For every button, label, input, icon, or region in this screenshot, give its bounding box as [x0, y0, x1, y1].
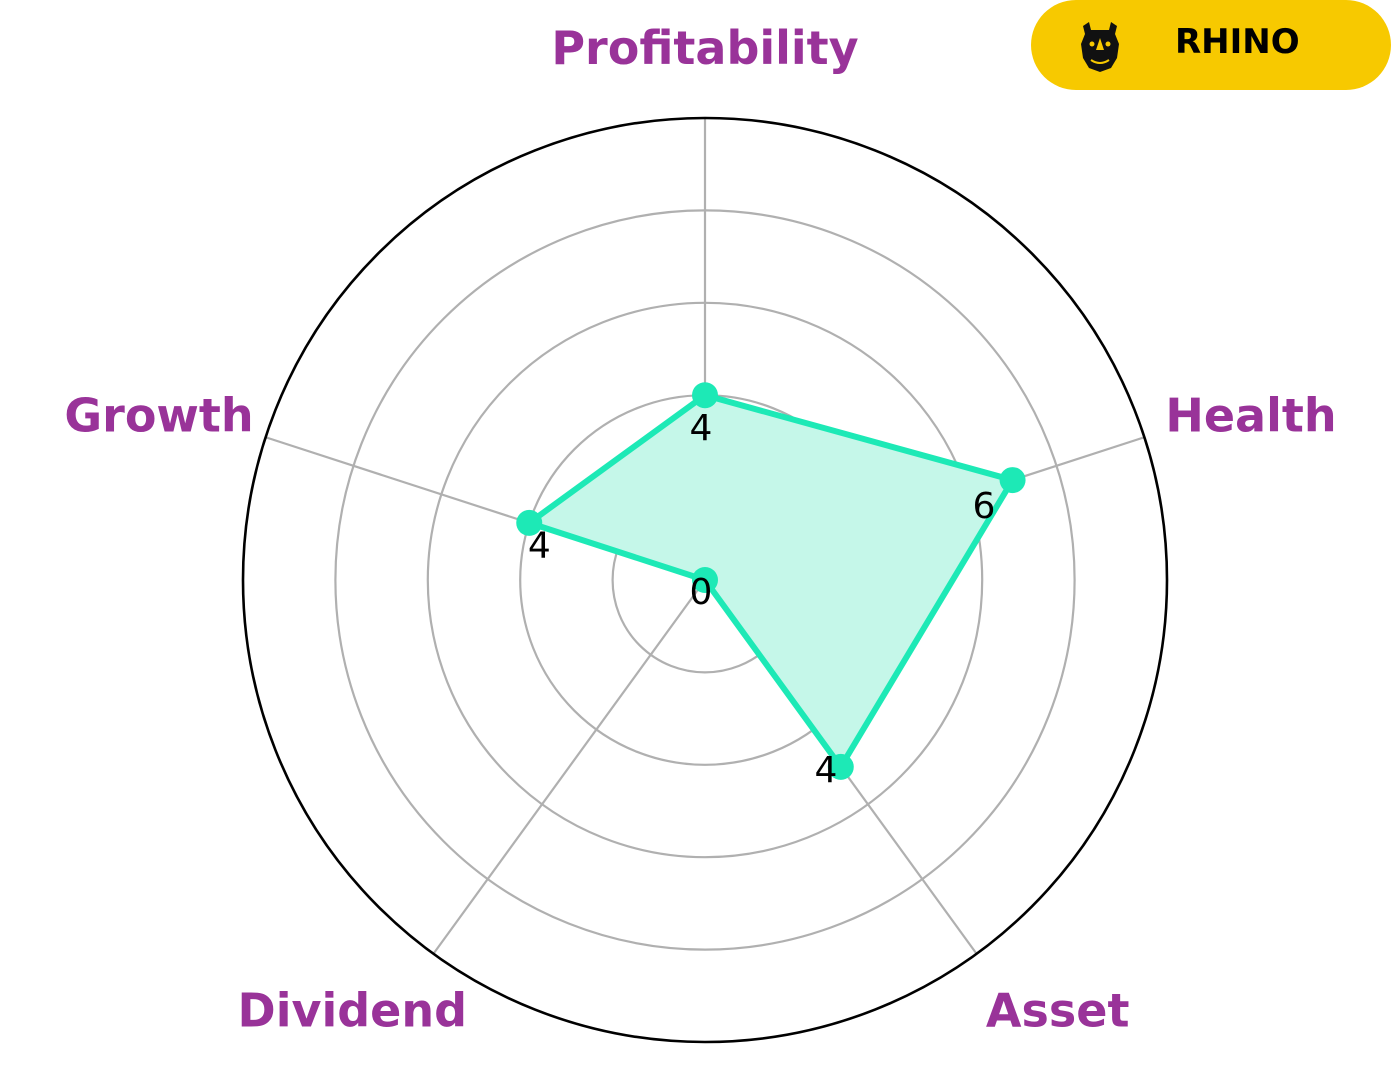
series-points [516, 382, 1026, 780]
data-point [516, 509, 543, 536]
brand-name: RHINO [1175, 22, 1300, 62]
center-value-label: 0 [690, 572, 713, 613]
radar-outer-circle [241, 116, 1169, 1044]
category-label: Profitability [551, 21, 858, 75]
data-point [827, 753, 854, 780]
value-label: 4 [690, 408, 713, 449]
value-label: 4 [528, 525, 551, 566]
category-label: Dividend [238, 983, 468, 1037]
category-label: Asset [986, 983, 1130, 1037]
spoke-line [432, 579, 706, 955]
series-area [526, 392, 1016, 770]
category-label: Growth [64, 389, 253, 443]
rhino-head-icon [1081, 22, 1119, 72]
category-labels: Profitability Health Asset Dividend Growth [64, 21, 1336, 1037]
value-labels: 4 6 4 4 0 [528, 408, 996, 791]
brand-badge: RHINO [1031, 0, 1391, 90]
category-label: Health [1165, 389, 1336, 443]
data-point [692, 382, 718, 409]
value-label: 4 [814, 750, 837, 791]
value-label: 6 [973, 486, 996, 527]
data-point [999, 467, 1026, 494]
data-point [692, 567, 718, 593]
